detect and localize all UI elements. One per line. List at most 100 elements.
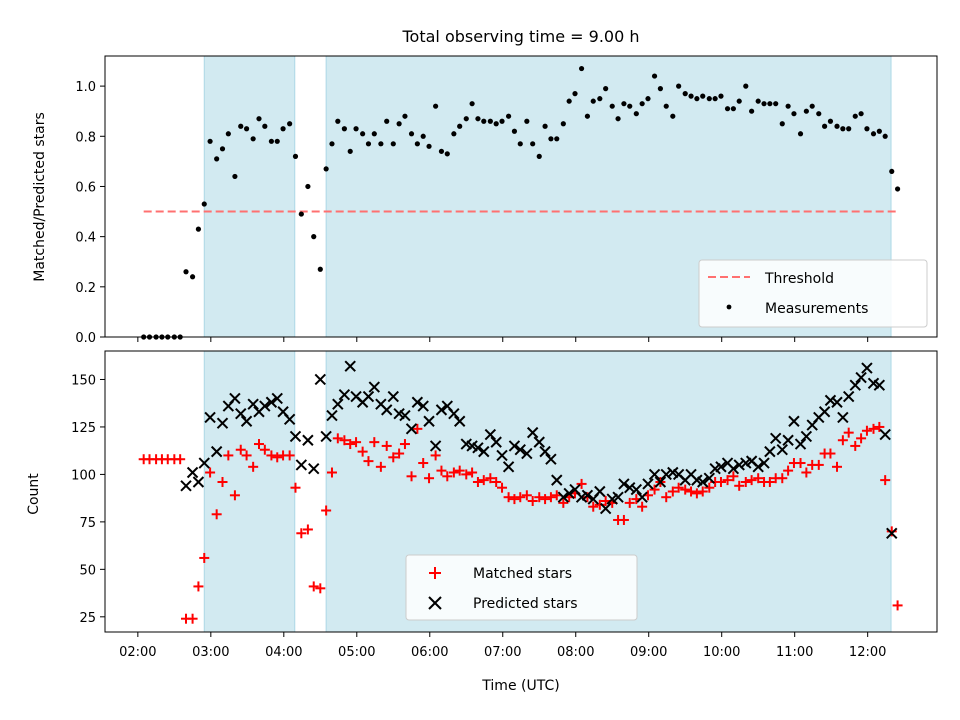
predicted-star-point xyxy=(618,478,630,490)
measurement-point xyxy=(329,141,335,147)
matched-star-point xyxy=(253,439,264,450)
matched-star-point xyxy=(892,600,903,611)
measurement-point xyxy=(797,131,804,137)
measurement-point xyxy=(730,106,736,112)
predicted-star-point xyxy=(295,459,308,471)
predicted-star-point xyxy=(478,445,490,458)
predicted-star-point xyxy=(502,461,515,473)
measurement-point xyxy=(463,116,469,122)
measurement-point xyxy=(481,118,487,124)
matched-star-point xyxy=(430,450,441,461)
matched-star-point xyxy=(497,482,508,493)
predicted-star-point xyxy=(508,440,521,452)
predicted-star-point xyxy=(265,396,278,408)
matched-star-point xyxy=(205,467,216,478)
measurement-point xyxy=(882,133,888,139)
measurement-point xyxy=(663,103,669,109)
measurement-point xyxy=(876,128,882,134)
x-axis-label: Time (UTC) xyxy=(481,678,559,694)
measurement-point xyxy=(451,131,457,137)
predicted-star-point xyxy=(362,390,375,403)
measurement-point xyxy=(743,83,749,89)
measurement-point xyxy=(262,123,268,129)
measurement-point xyxy=(712,96,718,102)
predicted-star-point xyxy=(879,428,891,441)
predicted-star-point xyxy=(411,396,424,408)
matched-star-point xyxy=(874,421,885,432)
matched-star-point xyxy=(217,477,228,488)
matched-star-point xyxy=(813,459,824,470)
matched-star-point xyxy=(229,490,240,501)
matched-star-point xyxy=(399,439,410,450)
predicted-star-point xyxy=(727,463,740,475)
matched-star-point xyxy=(545,492,556,503)
matched-star-point xyxy=(259,444,270,455)
matched-star-point xyxy=(740,477,751,488)
predicted-star-point xyxy=(642,478,654,490)
predicted-star-point xyxy=(308,463,320,475)
predicted-star-point xyxy=(764,445,776,458)
measurement-point xyxy=(657,86,663,92)
measurement-point xyxy=(822,123,828,129)
matched-star-point xyxy=(777,473,788,484)
measurement-point xyxy=(433,103,439,109)
predicted-star-point xyxy=(855,371,867,384)
matched-star-point xyxy=(783,465,794,476)
measurement-point xyxy=(700,93,706,99)
legend-measurements-swatch xyxy=(726,304,732,310)
matched-star-point xyxy=(576,478,587,489)
measurement-point xyxy=(341,126,347,132)
legend-matched-label: Matched stars xyxy=(473,566,572,582)
measurement-point xyxy=(287,121,293,127)
matched-star-point xyxy=(345,439,356,450)
matched-star-point xyxy=(868,423,879,434)
measurement-point xyxy=(499,118,505,124)
measurement-point xyxy=(347,148,353,154)
matched-star-point xyxy=(296,528,307,539)
predicted-star-point xyxy=(496,449,508,462)
matched-star-point xyxy=(534,492,545,503)
matched-star-point xyxy=(308,581,319,592)
matched-star-point xyxy=(461,469,472,480)
ratio-legend-box xyxy=(698,259,928,328)
measurement-point xyxy=(256,116,262,122)
predicted-star-point xyxy=(521,447,533,460)
measurement-point xyxy=(827,118,834,124)
measurement-point xyxy=(724,106,731,112)
measurement-point xyxy=(408,131,415,137)
matched-star-point xyxy=(211,509,222,520)
predicted-star-point xyxy=(581,489,594,502)
measurement-point xyxy=(183,269,189,275)
measurement-point xyxy=(767,101,773,107)
y-tick-label: 75 xyxy=(79,516,96,531)
matched-star-point xyxy=(478,475,489,486)
predicted-star-point xyxy=(599,502,612,515)
measurement-point xyxy=(311,234,317,240)
count-y-axis-label: Count xyxy=(26,473,42,515)
measurement-point xyxy=(809,103,815,109)
measurement-point xyxy=(444,151,450,157)
matched-star-point xyxy=(850,440,861,451)
legend-threshold-label: Threshold xyxy=(764,271,834,287)
measurement-point xyxy=(676,83,682,89)
y-tick-label: 50 xyxy=(79,563,96,578)
y-tick-label: 0.4 xyxy=(75,231,96,246)
measurement-point xyxy=(603,86,609,92)
predicted-star-point xyxy=(630,483,643,496)
predicted-star-point xyxy=(849,379,861,391)
predicted-star-point xyxy=(794,438,807,450)
measurement-point xyxy=(268,138,274,144)
measurement-point xyxy=(207,138,213,144)
matched-star-point xyxy=(302,524,313,535)
matched-star-point xyxy=(175,454,186,465)
matched-star-point xyxy=(880,475,891,486)
matched-star-point xyxy=(673,482,684,493)
matched-star-point xyxy=(637,501,648,512)
predicted-star-point xyxy=(490,436,502,448)
matched-star-point xyxy=(691,488,702,499)
measurement-point xyxy=(566,98,572,104)
matched-star-point xyxy=(521,490,532,501)
measurement-point xyxy=(493,121,499,127)
measurement-point xyxy=(639,101,645,107)
measurement-point xyxy=(438,148,445,154)
